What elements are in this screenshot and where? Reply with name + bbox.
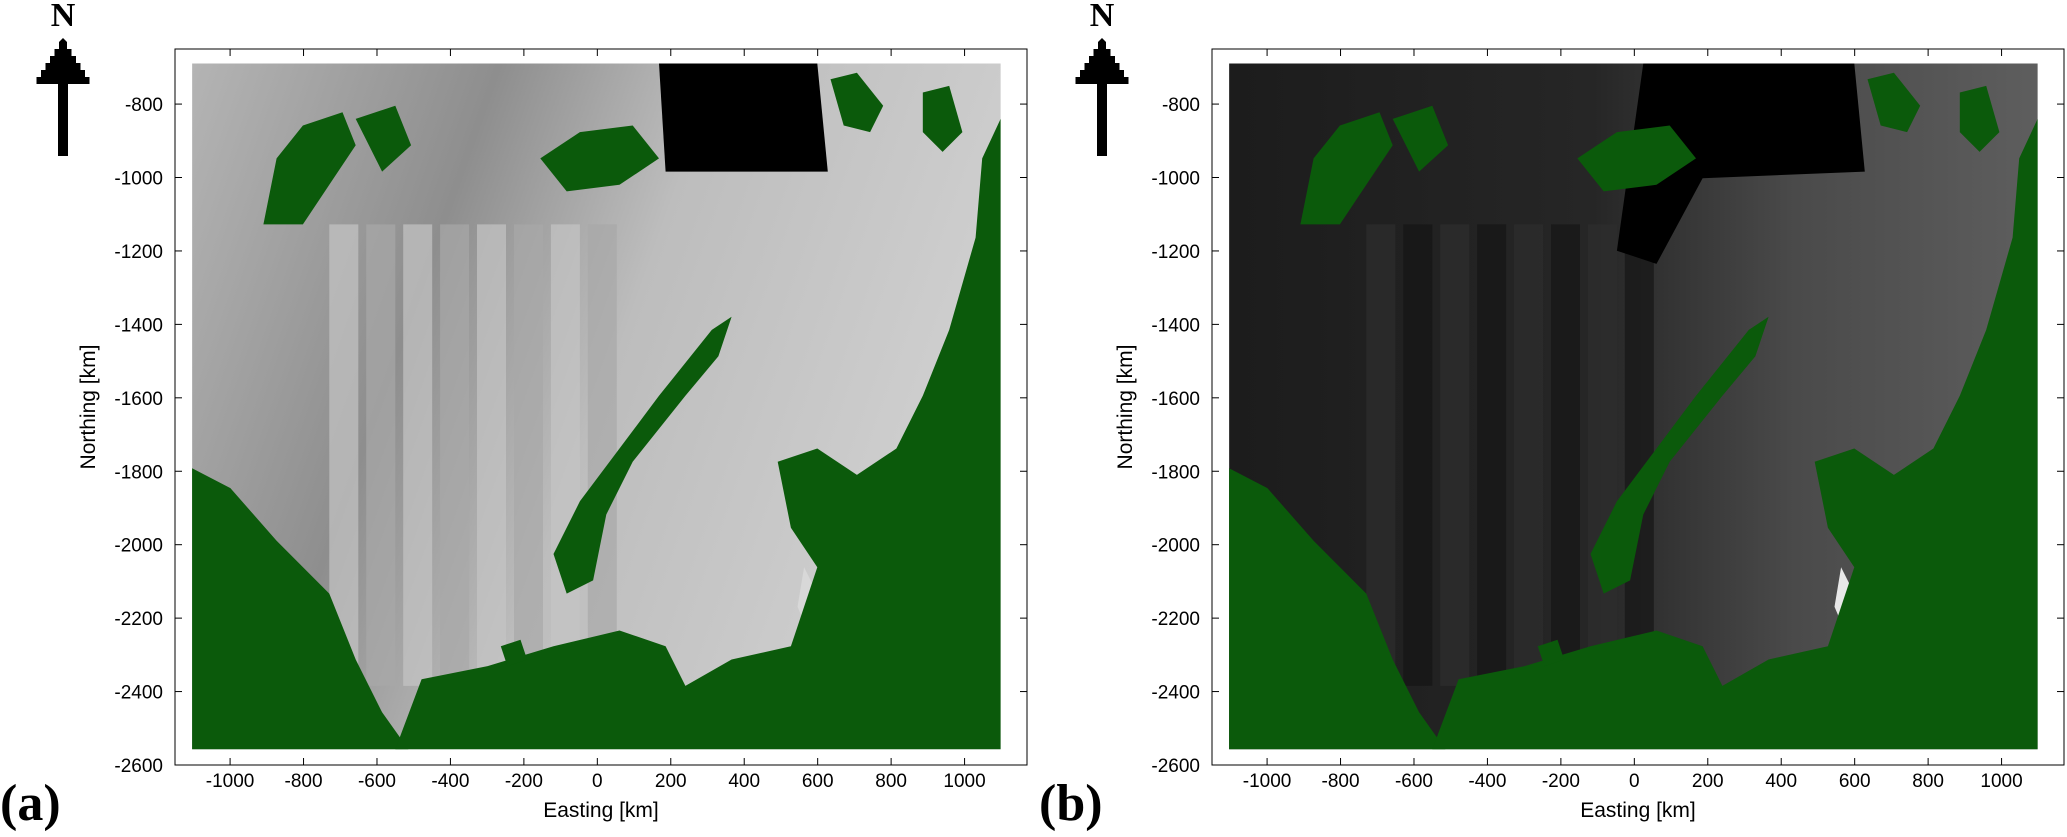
y-tick-label: -1600	[114, 389, 163, 410]
swath	[514, 224, 543, 686]
swath	[1514, 224, 1543, 686]
north-arrow-head	[36, 38, 90, 84]
y-tick-label: -800	[1162, 95, 1200, 116]
x-tick-label: -600	[358, 771, 396, 792]
no-data	[659, 63, 828, 172]
swath	[1551, 224, 1580, 686]
land	[263, 112, 356, 225]
land	[500, 639, 528, 667]
north-arrow-shaft	[58, 84, 68, 156]
land	[1577, 125, 1696, 192]
x-tick-label: 200	[1692, 771, 1724, 792]
map-panel: -1000 -800 -600 -400 -200 0 200 400 600 800 1000-8…	[1039, 0, 2065, 832]
x-tick-label: 600	[1839, 771, 1871, 792]
x-tick-label: -200	[505, 771, 543, 792]
land	[922, 85, 963, 152]
north-label: N	[51, 0, 76, 34]
x-tick-label: 1000	[943, 771, 985, 792]
land	[1590, 316, 1769, 594]
land	[395, 118, 1001, 750]
x-tick-label: 600	[802, 771, 834, 792]
x-tick-label: -1000	[1243, 771, 1292, 792]
y-tick-label: -1400	[1151, 315, 1200, 336]
no-data	[1616, 63, 1865, 264]
x-tick-label: 1000	[1980, 771, 2022, 792]
x-tick-label: -1000	[206, 771, 255, 792]
y-tick-label: -1200	[114, 242, 163, 263]
swath	[587, 224, 617, 686]
y-tick-label: -1800	[1151, 462, 1200, 483]
swath	[1366, 224, 1396, 686]
x-tick-label: -200	[1542, 771, 1580, 792]
y-tick-label: -1200	[1151, 242, 1200, 263]
swath	[1624, 224, 1654, 686]
y-tick-label: -800	[125, 95, 163, 116]
y-tick-label: -2200	[114, 609, 163, 630]
swath	[403, 224, 433, 686]
land	[553, 316, 732, 594]
swath	[1477, 224, 1507, 686]
map-panel: -1000 -800 -600 -400 -200 0 200 400 600 800 1000-8…	[0, 0, 1028, 832]
y-tick-label: -2400	[114, 683, 163, 704]
land	[540, 125, 659, 192]
y-tick-label: -1000	[1151, 169, 1200, 190]
axes-frame	[1211, 48, 2065, 766]
y-tick-label: -1000	[114, 169, 163, 190]
panel-label: (a)	[0, 775, 61, 832]
x-tick-label: -400	[1468, 771, 1506, 792]
land	[1432, 118, 2038, 750]
land	[1392, 105, 1449, 172]
x-tick-label: 400	[728, 771, 760, 792]
land	[1300, 112, 1393, 225]
y-tick-label: -2400	[1151, 683, 1200, 704]
y-tick-label: -2600	[1151, 756, 1200, 777]
x-tick-label: 800	[875, 771, 907, 792]
swath	[366, 224, 396, 686]
land	[1229, 468, 1446, 750]
x-tick-label: 0	[592, 771, 603, 792]
north-label: N	[1090, 0, 1115, 34]
x-tick-label: -800	[1322, 771, 1360, 792]
x-tick-label: 0	[1629, 771, 1640, 792]
y-tick-label: -2200	[1151, 609, 1200, 630]
x-tick-label: 800	[1912, 771, 1944, 792]
land	[192, 468, 409, 750]
land	[830, 72, 884, 133]
swath	[477, 224, 506, 686]
y-tick-label: -2000	[1151, 536, 1200, 557]
land	[1537, 639, 1565, 667]
x-tick-label: -800	[285, 771, 323, 792]
panel-label: (b)	[1039, 775, 1103, 832]
x-tick-label: -600	[1395, 771, 1433, 792]
y-axis-label: Northing [km]	[1114, 345, 1137, 470]
y-tick-label: -2600	[114, 756, 163, 777]
x-axis-label: Easting [km]	[1580, 799, 1696, 822]
axes-frame	[174, 48, 1028, 766]
x-axis-label: Easting [km]	[543, 799, 659, 822]
swath	[329, 224, 359, 686]
land	[1867, 72, 1921, 133]
swath	[550, 224, 580, 686]
swath	[1587, 224, 1617, 686]
y-tick-label: -1400	[114, 315, 163, 336]
swath	[1403, 224, 1433, 686]
swath	[440, 224, 470, 686]
north-arrow-head	[1075, 38, 1129, 84]
y-tick-label: -2000	[114, 536, 163, 557]
x-tick-label: 200	[655, 771, 687, 792]
swath	[1440, 224, 1470, 686]
x-tick-label: -400	[431, 771, 469, 792]
land	[355, 105, 412, 172]
x-tick-label: 400	[1765, 771, 1797, 792]
north-arrow-shaft	[1097, 84, 1107, 156]
y-tick-label: -1800	[114, 462, 163, 483]
land	[1959, 85, 2000, 152]
y-tick-label: -1600	[1151, 389, 1200, 410]
y-axis-label: Northing [km]	[77, 345, 100, 470]
